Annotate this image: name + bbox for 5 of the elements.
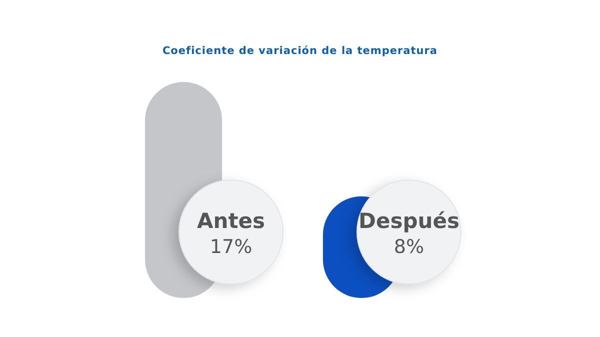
data-label: 8% (394, 236, 424, 258)
data-label: 17% (210, 236, 252, 258)
x-tick-label: Antes (197, 209, 266, 233)
chart-title: Coeficiente de variación de la temperatura (162, 45, 438, 57)
x-tick-label: Después (358, 209, 460, 233)
